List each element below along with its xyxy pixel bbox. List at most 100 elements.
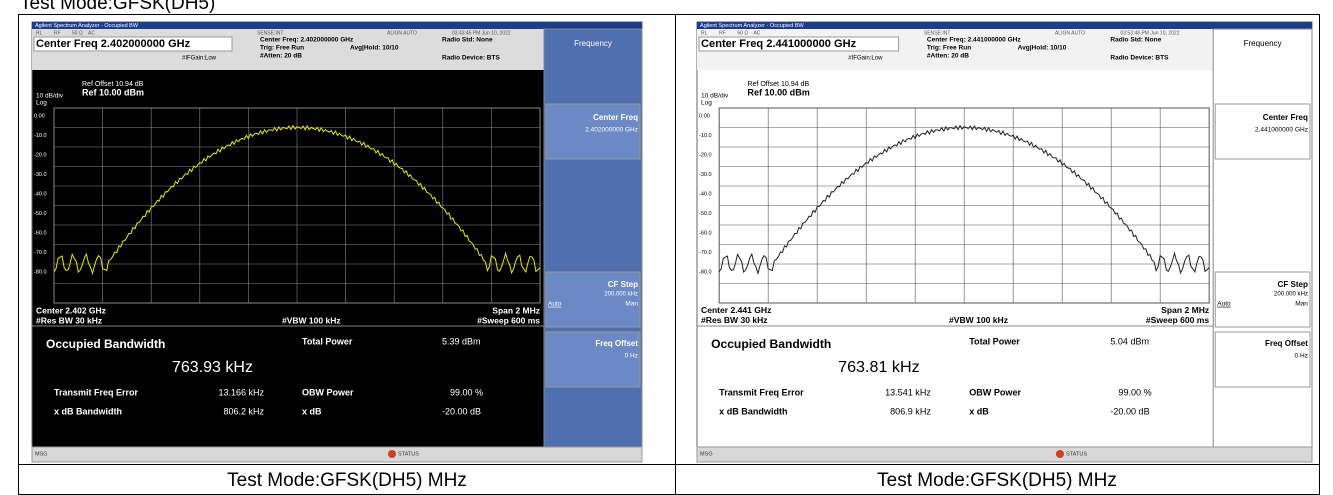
- ref-level: Ref 10.00 dBm: [747, 87, 809, 97]
- log: Log: [701, 100, 712, 107]
- softkey-option: Man: [625, 301, 638, 308]
- result-label: x dB Bandwidth: [719, 406, 787, 416]
- softkey-value: 0 Hz: [625, 353, 638, 360]
- result-value: -20.00 dB: [1110, 406, 1149, 416]
- status-item: 03:43:45 PM Jun 10, 2022: [452, 30, 511, 36]
- setup: #Atten: 20 dB: [260, 53, 302, 60]
- status-item: 50 Ω: [72, 30, 83, 36]
- status-icon: [1056, 450, 1064, 458]
- y-label: -10.0: [34, 133, 47, 139]
- result-value: 13.541 kHz: [885, 387, 931, 397]
- y-label: -10.0: [699, 133, 712, 139]
- title-bar-text: Agilent Spectrum Analyzer - Occupied BW: [35, 23, 139, 29]
- ref-level: Ref 10.00 dBm: [82, 87, 144, 97]
- msg: MSG: [700, 451, 713, 457]
- scale: 10 dB/div: [36, 93, 64, 100]
- y-label: -80.0: [34, 269, 47, 275]
- y-label: -30.0: [699, 172, 712, 178]
- status-icon: [388, 450, 396, 458]
- result-value: 5.39 dBm: [442, 336, 481, 346]
- y-label: -70.0: [699, 250, 712, 256]
- y-label: -50.0: [699, 211, 712, 217]
- center-freq: Center Freq 2.441000000 GHz: [701, 38, 857, 50]
- rbw: #Res BW 30 kHz: [36, 315, 102, 325]
- y-label: -70.0: [34, 250, 47, 256]
- span: Span 2 MHz: [492, 305, 540, 315]
- y-label: -40.0: [699, 191, 712, 197]
- radio: Radio Device: BTS: [1110, 55, 1169, 62]
- softkey-label: Freq Offset: [595, 339, 638, 348]
- softkey-value: 200.000 kHz: [1274, 292, 1308, 298]
- caption: Test Mode:GFSK(DH5) MHz: [877, 470, 1117, 491]
- softkey-option: Auto: [1217, 301, 1231, 308]
- result-label: OBW Power: [302, 387, 354, 397]
- status-item: SENSE:INT: [257, 30, 283, 36]
- radio: Radio Std: None: [442, 37, 493, 44]
- setup: Center Freq: 2.441000000 GHz: [927, 37, 1022, 44]
- setup: #IFGain:Low: [848, 56, 883, 62]
- y-label: -20.0: [699, 152, 712, 158]
- radio: Radio Std: None: [1110, 37, 1161, 44]
- result-label: Total Power: [302, 336, 353, 346]
- status-bar: [697, 447, 1312, 462]
- status: STATUS: [398, 451, 419, 457]
- softkey-label: Center Freq: [593, 113, 638, 122]
- softkey-option: Man: [1295, 301, 1308, 308]
- setup: Avg|Hold: 10/10: [350, 45, 399, 52]
- span: Span 2 MHz: [1161, 305, 1209, 315]
- result-label: Occupied Bandwidth: [46, 337, 165, 351]
- rbw: #Res BW 30 kHz: [701, 315, 768, 325]
- setup: #Atten: 20 dB: [927, 53, 969, 60]
- scale: 10 dB/div: [701, 93, 729, 100]
- softkey-value: 0 Hz: [1295, 353, 1308, 360]
- result-label: Transmit Freq Error: [54, 387, 139, 397]
- y-label: -30.0: [34, 172, 47, 178]
- result-label: x dB: [302, 406, 322, 416]
- y-label: 0.00: [699, 113, 710, 119]
- result-value: 13.166 kHz: [218, 387, 264, 397]
- top-caption: Test Mode:GFSK(DH5): [20, 0, 215, 14]
- radio: Radio Device: BTS: [442, 55, 500, 62]
- softkey-label: Freq Offset: [1265, 339, 1308, 348]
- status-item: ALIGN AUTO: [387, 30, 417, 36]
- softkey-label: Center Freq: [1263, 113, 1308, 122]
- sweep: #Sweep 600 ms: [477, 315, 540, 325]
- result-value: 763.93 kHz: [172, 359, 253, 376]
- result-label: Total Power: [969, 336, 1020, 346]
- y-label: -50.0: [34, 211, 47, 217]
- status-item: RF: [719, 30, 726, 36]
- center: Center 2.441 GHz: [701, 305, 771, 315]
- status-item: 50 Ω: [737, 30, 748, 36]
- status-item: ALIGN AUTO: [1055, 30, 1085, 36]
- sweep: #Sweep 600 ms: [1146, 315, 1209, 325]
- result-value: 5.04 dBm: [1110, 336, 1149, 346]
- softkey-value: 2.441000000 GHz: [1255, 127, 1308, 134]
- vbw: #VBW 100 kHz: [949, 315, 1008, 325]
- center: Center 2.402 GHz: [36, 305, 106, 315]
- softkey-value: 2.402000000 GHz: [585, 127, 638, 134]
- result-value: -20.00 dB: [442, 406, 481, 416]
- y-label: -40.0: [34, 191, 47, 197]
- result-value: 99.00 %: [450, 387, 483, 397]
- y-label: -60.0: [34, 230, 47, 236]
- result-label: OBW Power: [969, 387, 1021, 397]
- y-label: -20.0: [34, 152, 47, 158]
- y-label: 0.00: [34, 113, 45, 119]
- document: Test Mode:GFSK(DH5) Agilent Spectrum Ana…: [0, 0, 1333, 495]
- setup: Trig: Free Run: [260, 45, 304, 52]
- softkey-label: CF Step: [608, 280, 638, 289]
- status-item: RL: [701, 30, 708, 36]
- result-value: 806.2 kHz: [223, 406, 264, 416]
- msg: MSG: [35, 451, 48, 457]
- log: Log: [36, 100, 47, 107]
- softkey-value: 200.000 kHz: [604, 292, 638, 298]
- status-item: AC: [88, 30, 95, 36]
- setup: Center Freq: 2.402000000 GHz: [260, 37, 354, 44]
- vbw: #VBW 100 kHz: [282, 315, 341, 325]
- status-item: SENSE:INT: [924, 30, 951, 36]
- setup: Trig: Free Run: [927, 45, 971, 52]
- setup: Avg|Hold: 10/10: [1018, 45, 1067, 52]
- result-label: x dB Bandwidth: [54, 406, 122, 416]
- center-freq: Center Freq 2.402000000 GHz: [36, 38, 191, 50]
- status-item: RF: [54, 30, 61, 36]
